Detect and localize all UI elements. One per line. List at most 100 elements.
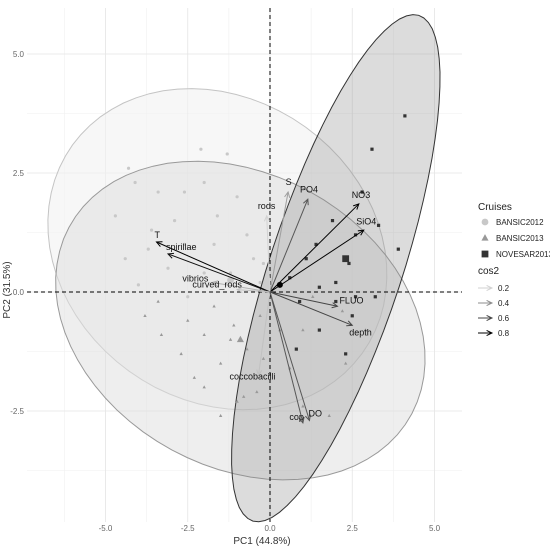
point-novesar2013	[298, 299, 302, 304]
arrow-head	[263, 214, 270, 222]
point-bansic2012	[225, 152, 229, 156]
legend-cos2-key	[478, 299, 494, 307]
legend-cos2-key	[478, 314, 494, 322]
point-novesar2013	[330, 219, 335, 223]
point-novesar2013	[294, 347, 298, 351]
legend-cos2-label: 0.4	[498, 299, 510, 308]
variable-arrow-do: DO	[269, 291, 322, 422]
point-bansic2012	[251, 257, 256, 261]
legend-item-bansic2012: BANSIC2012	[481, 218, 544, 227]
legend-cos2-label: 0.6	[498, 314, 510, 323]
point-novesar2013	[288, 276, 292, 280]
variable-label: rods	[258, 201, 276, 211]
point-bansic2013	[159, 333, 164, 337]
arrow-shaft	[212, 281, 271, 293]
point-novesar2013	[396, 247, 400, 251]
arrow-head	[331, 302, 339, 309]
point-bansic2013	[261, 356, 266, 360]
point-bansic2013	[255, 390, 259, 394]
legend-cos2-key	[478, 329, 494, 337]
variable-label: cop	[289, 412, 304, 422]
legend-cos2-title: cos2	[478, 266, 500, 277]
axes: -5.0 -2.5 0.0 2.5 5.0 -2.5 0.0 2.5 5.0	[10, 50, 440, 533]
legend-label: BANSIC2013	[496, 234, 544, 243]
arrow-head	[305, 414, 311, 422]
arrow-shaft	[269, 191, 289, 293]
point-bansic2012	[202, 271, 206, 275]
point-novesar2013	[373, 295, 377, 299]
point-bansic2012	[126, 166, 131, 170]
point-novesar2013	[334, 299, 338, 304]
point-bansic2012	[212, 242, 216, 246]
point-bansic2012	[245, 233, 249, 237]
arrow-head	[486, 299, 494, 307]
legend-key-novesar2013	[481, 250, 489, 258]
point-bansic2012	[136, 283, 140, 287]
variable-label: spirillae	[166, 242, 197, 252]
legend-key-bansic2012	[481, 218, 489, 226]
point-novesar2013	[317, 285, 321, 289]
x-axis-title: PC1 (44.8%)	[233, 536, 290, 547]
legend-cos2-item: 0.2	[478, 284, 510, 293]
arrow-shaft	[269, 198, 309, 293]
point-bansic2013	[235, 399, 239, 403]
arrow-shaft	[257, 291, 271, 376]
point-bansic2013	[245, 347, 249, 351]
point-bansic2013	[340, 309, 345, 313]
legend-cos2-key	[478, 284, 494, 292]
arrow-head	[284, 190, 291, 198]
point-novesar2013	[317, 328, 321, 332]
legend-groups: BANSIC2012 BANSIC2013 NOVESAR2013	[481, 218, 550, 259]
x-tick-label: -2.5	[181, 524, 195, 533]
point-bansic2012	[149, 228, 154, 232]
point-bansic2012	[146, 247, 150, 251]
point-novesar2013	[304, 257, 308, 261]
variable-label: DO	[308, 409, 322, 419]
variable-arrow-no3: NO3	[269, 190, 370, 293]
point-bansic2013	[202, 385, 206, 389]
point-novesar2013	[350, 314, 354, 318]
point-novesar2013	[347, 261, 351, 266]
legend-label: BANSIC2012	[496, 218, 544, 227]
variable-label: vibrios	[182, 273, 209, 283]
arrow-shaft	[167, 253, 271, 293]
legend-cos2: 0.2 0.4 0.6 0.8	[478, 284, 510, 338]
point-bansic2013	[218, 413, 223, 417]
point-bansic2013	[218, 361, 223, 365]
arrow-head	[346, 320, 354, 327]
legend-groups-title: Cruises	[478, 202, 512, 213]
arrow-head	[486, 314, 494, 322]
y-tick-label: 0.0	[13, 288, 25, 297]
arrow-head	[256, 369, 263, 377]
y-axis-title: PC2 (31.5%)	[2, 261, 13, 318]
point-novesar2013	[344, 352, 348, 356]
arrow-head	[155, 241, 163, 247]
point-bansic2012	[133, 180, 137, 185]
variable-label: S	[286, 177, 292, 187]
variable-arrow-coccobacilli: coccobacilli	[229, 291, 276, 381]
variable-arrow-spirillae: spirillae	[166, 242, 271, 293]
point-bansic2012	[172, 219, 177, 223]
point-novesar2013	[360, 190, 364, 194]
point-bansic2012	[182, 190, 187, 194]
variable-arrow-s: S	[269, 177, 292, 293]
point-bansic2013	[301, 328, 305, 332]
variable-arrow-sio4: SiO4	[269, 216, 376, 293]
arrow-shaft	[156, 241, 271, 293]
centroid-bansic2013	[236, 335, 244, 343]
confidence-ellipses	[47, 14, 441, 523]
x-tick-label: 5.0	[429, 524, 441, 533]
zero-reference-lines	[27, 8, 462, 522]
centroid-novesar2013	[342, 255, 350, 263]
point-bansic2013	[311, 294, 315, 298]
legend-cos2-item: 0.6	[478, 314, 510, 323]
legend-cos2-label: 0.8	[498, 329, 510, 338]
arrow-shaft	[269, 291, 304, 424]
arrow-head	[352, 203, 360, 210]
arrow-shaft	[269, 291, 310, 421]
point-novesar2013	[334, 280, 338, 285]
ellipse-novesar2013	[231, 14, 441, 523]
legend-cos2-item: 0.4	[478, 299, 510, 308]
observation-points	[113, 114, 407, 417]
